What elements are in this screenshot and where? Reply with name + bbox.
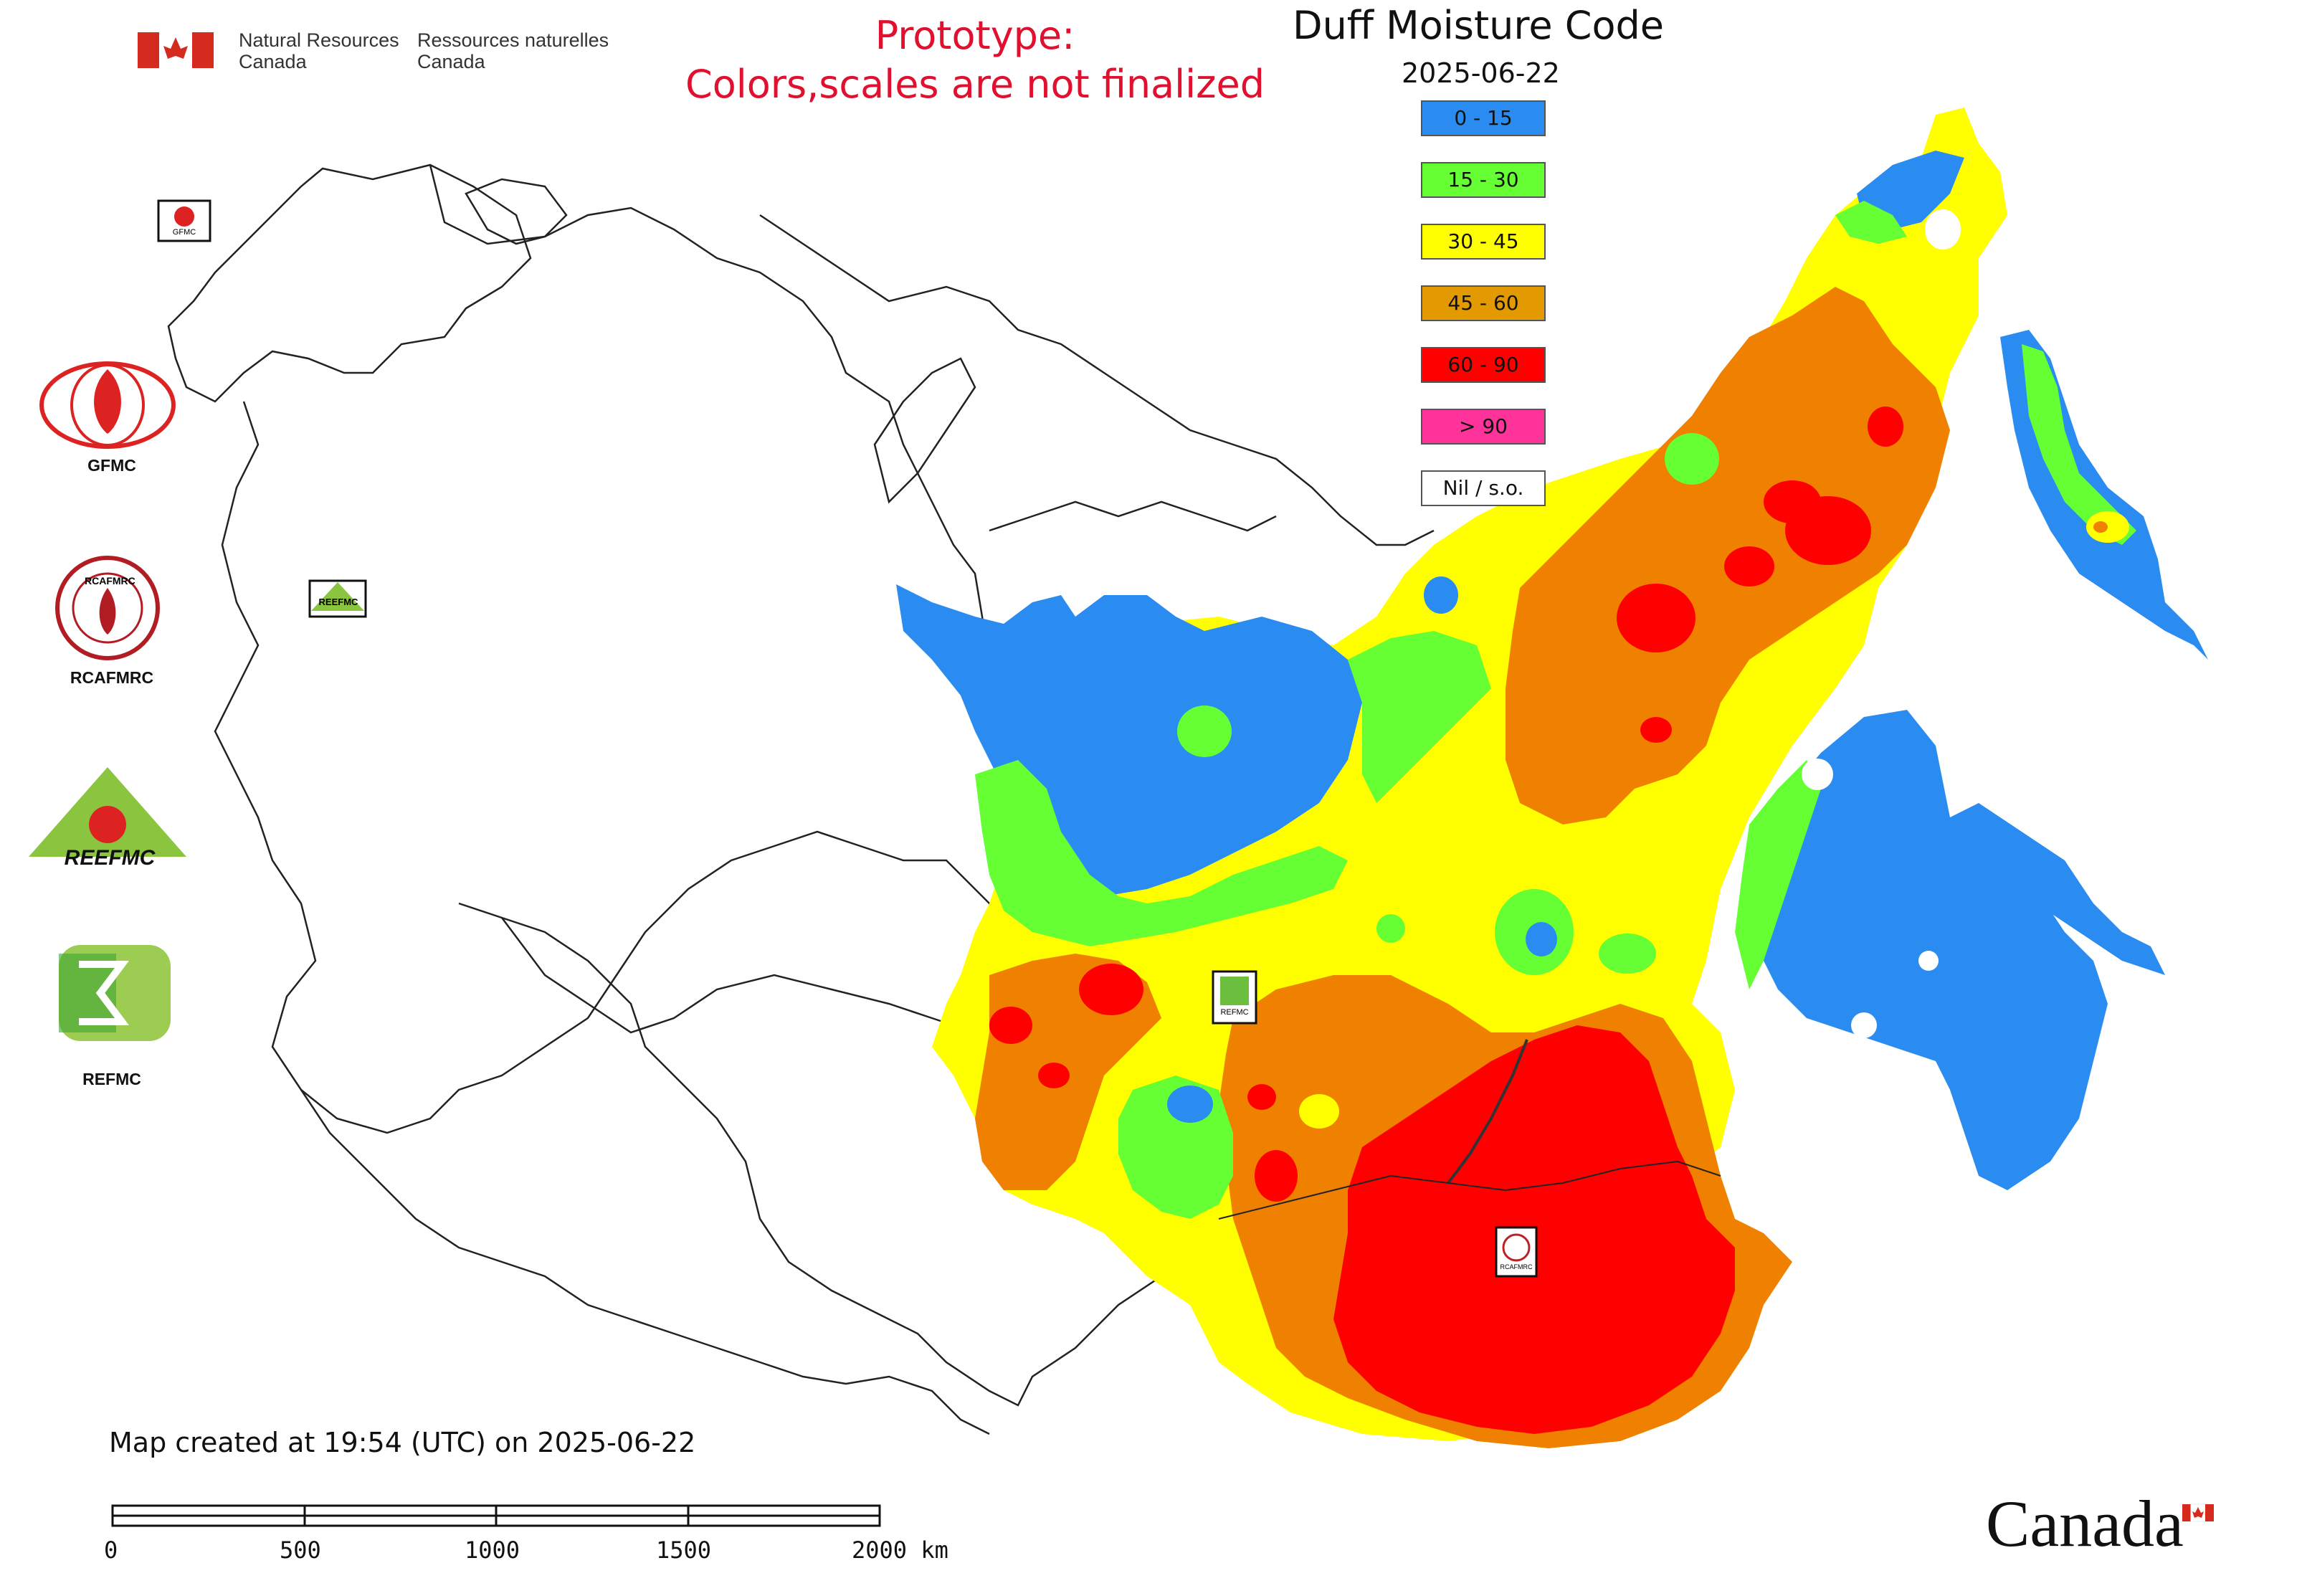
scale-bar — [111, 1504, 881, 1527]
region-orange-east — [1506, 287, 1950, 825]
scale-tick-1000: 1000 — [465, 1536, 520, 1564]
red-spot-south-4 — [1255, 1150, 1298, 1202]
nil-spot-4 — [1918, 951, 1939, 971]
nil-spot-3 — [1925, 209, 1961, 250]
marker-reefmc-triangle-icon — [311, 582, 364, 611]
marker-refmc-icon — [1220, 977, 1249, 1005]
red-spot-east-4 — [1764, 480, 1821, 523]
red-spot-south-5 — [1247, 1084, 1276, 1110]
central-asia-outline — [458, 902, 1234, 1407]
prototype-notice-line2: Colors,scales are not finalized — [685, 62, 1265, 107]
blue-spot-center-1 — [1526, 922, 1557, 956]
refmc-logo-label: REFMC — [82, 1070, 141, 1088]
rcafmrc-seal-text: RCAFMRC — [85, 575, 135, 586]
northern-coast-outline — [759, 214, 1435, 546]
taymyr-coast-outline — [989, 500, 1277, 532]
rcafmrc-logo-label: RCAFMRC — [70, 668, 154, 687]
marker-refmc-label: REFMC — [1220, 1008, 1249, 1017]
scale-tick-1500: 1500 — [656, 1536, 712, 1564]
nrcan-name-fr: Ressources naturelles Canada — [417, 29, 609, 72]
orange-dot-kamchatka — [2093, 521, 2108, 533]
gfmc-globe-inner — [70, 364, 145, 447]
wordmark-flag-icon — [2182, 1504, 2214, 1522]
border-line-south — [1218, 1160, 1721, 1220]
reefmc-flame-icon — [89, 806, 126, 843]
kazakh-border-outline — [501, 917, 1004, 1034]
red-spot-east-6 — [1640, 717, 1672, 743]
legend-item-over-90: > 90 — [1421, 409, 1546, 445]
marker-rcafmrc-label: RCAFMRC — [1500, 1263, 1533, 1270]
novaya-zemlya-outline — [873, 357, 976, 504]
red-spot-east-5 — [1868, 407, 1903, 447]
green-spot-north-2 — [1665, 433, 1719, 485]
scale-tick-2000: 2000 km — [852, 1536, 948, 1564]
region-green-fareast — [1735, 760, 1821, 989]
reefmc-logo-text: REEFMC — [64, 846, 156, 870]
nil-spot-2 — [1851, 1012, 1877, 1038]
red-spot-west-3 — [1038, 1063, 1070, 1088]
map-markers — [157, 199, 1538, 1278]
region-blue-sakhalin — [1936, 803, 2165, 975]
scale-tick-0: 0 — [104, 1536, 118, 1564]
map-title: Duff Moisture Code — [1293, 3, 1664, 48]
arctic-islands-outline — [465, 178, 568, 245]
nrc-flag-icon — [138, 32, 214, 68]
legend-item-15-30: 15 - 30 — [1421, 162, 1546, 198]
region-kamchatka-green — [2022, 344, 2136, 545]
refmc-sigma-icon — [79, 961, 129, 1025]
legend-item-nil: Nil / s.o. — [1421, 470, 1546, 506]
central-asia-south-outline — [300, 1089, 990, 1435]
legend-item-60-90: 60 - 90 — [1421, 347, 1546, 383]
nrcan-fr-line2: Canada — [417, 51, 485, 72]
gfmc-logo-label: GFMC — [87, 456, 136, 475]
marker-gfmc-flame-icon — [174, 206, 194, 227]
map-date: 2025-06-22 — [1402, 57, 1560, 89]
lake-baikal — [1447, 1039, 1528, 1184]
nil-spot-1 — [1802, 759, 1833, 790]
scale-tick-500: 500 — [280, 1536, 321, 1564]
blue-spot-north-1 — [1424, 576, 1458, 614]
red-spot-east-1 — [1617, 584, 1695, 652]
green-spot-north-1 — [1177, 706, 1232, 757]
nrcan-name-en: Natural Resources Canada — [239, 29, 399, 72]
rcafmrc-seal-inner — [72, 572, 143, 644]
nrcan-fr-line1: Ressources naturelles — [417, 29, 609, 51]
country-outlines — [167, 163, 1435, 1435]
red-spot-west-1 — [1079, 964, 1143, 1015]
yellow-spot-south-1 — [1299, 1094, 1339, 1129]
left-logos — [29, 361, 186, 1041]
blue-spot-south-1 — [1167, 1086, 1213, 1123]
red-spot-east-2 — [1724, 546, 1774, 586]
marker-rcafmrc-icon — [1502, 1233, 1531, 1262]
nrcan-en-line1: Natural Resources — [239, 29, 399, 51]
legend-item-30-45: 30 - 45 — [1421, 224, 1546, 260]
marker-reefmc-label: REEFMC — [318, 597, 358, 607]
region-blue-fareast — [1749, 710, 2108, 1190]
green-spot-center-3 — [1376, 914, 1405, 943]
region-green-north — [1348, 631, 1491, 803]
legend-item-45-60: 45 - 60 — [1421, 285, 1546, 321]
canada-wordmark: Canada — [1986, 1487, 2184, 1560]
region-green-chukotka — [1835, 201, 1907, 244]
eastern-europe-outline — [214, 401, 1034, 1134]
red-spot-west-2 — [989, 1007, 1032, 1044]
marker-gfmc-label: GFMC — [172, 228, 196, 237]
region-green-west — [975, 760, 1348, 946]
rcafmrc-flame-icon — [99, 588, 116, 635]
region-blue-west — [896, 584, 1362, 896]
scandinavia-outline — [167, 163, 532, 403]
region-blue-chukotka — [1857, 151, 1964, 229]
russia-west-outline — [429, 164, 1034, 933]
prototype-notice-line1: Prototype: — [875, 13, 1075, 58]
nrcan-en-line2: Canada — [239, 51, 307, 72]
map-created-note: Map created at 19:54 (UTC) on 2025-06-22 — [109, 1427, 696, 1458]
green-spot-center-2 — [1599, 934, 1656, 974]
legend-item-0-15: 0 - 15 — [1421, 100, 1546, 136]
dmc-regions — [896, 108, 2208, 1448]
gfmc-flame-icon — [94, 369, 121, 434]
